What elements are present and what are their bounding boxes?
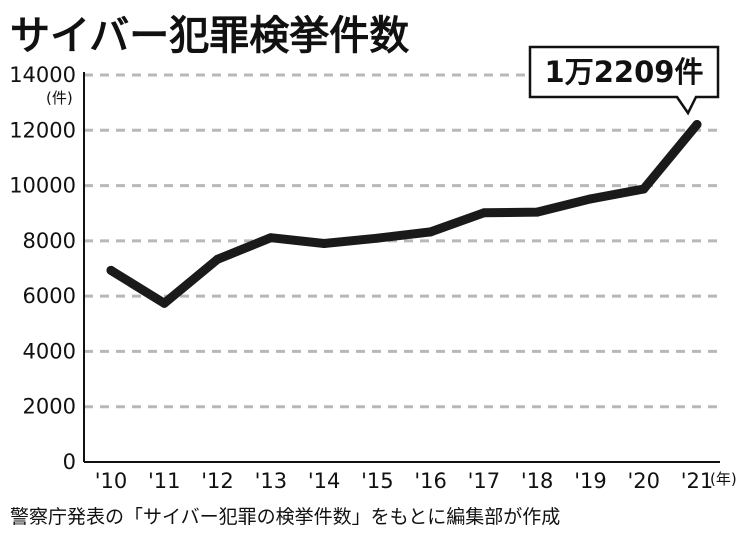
series-line [106, 120, 702, 308]
y-tick-label: 0 [63, 450, 76, 474]
x-tick-label: '12 [201, 469, 234, 493]
x-tick-label: '15 [361, 469, 394, 493]
data-points [106, 120, 702, 308]
value-callout: 1万2209件 [528, 45, 720, 116]
data-point [639, 184, 649, 194]
data-point [479, 208, 489, 218]
data-point [372, 233, 382, 243]
y-axis-unit: (件) [46, 89, 73, 107]
y-tick-label: 14000 [9, 63, 76, 87]
chart-title: サイバー犯罪検挙件数 [10, 13, 409, 59]
y-tick-label: 2000 [23, 395, 76, 419]
data-point [585, 194, 595, 204]
data-point [213, 254, 223, 264]
data-point [266, 233, 276, 243]
x-tick-label: '10 [95, 469, 128, 493]
source-note: 警察庁発表の「サイバー犯罪の検挙件数」をもとに編集部が作成 [10, 506, 560, 528]
x-tick-label: '13 [255, 469, 288, 493]
y-tick-label: 12000 [9, 118, 76, 142]
x-tick-label: '17 [468, 469, 501, 493]
data-point [692, 120, 702, 130]
callout-label: 1万2209件 [545, 55, 704, 89]
y-tick-label: 8000 [23, 229, 76, 253]
data-point [106, 265, 116, 275]
x-tick-label: '16 [414, 469, 447, 493]
y-tick-label: 6000 [23, 284, 76, 308]
data-point [159, 298, 169, 308]
x-axis-unit: (年) [710, 470, 737, 488]
callout-box [528, 45, 720, 116]
x-tick-label: '20 [627, 469, 660, 493]
y-tick-label: 10000 [9, 174, 76, 198]
data-point [532, 207, 542, 217]
x-tick-label: '11 [148, 469, 181, 493]
data-point [319, 238, 329, 248]
x-axis-ticks: '10 '11 '12 '13 '14 '15 '16 '17 '18 '19 '20 '21 [95, 469, 714, 493]
x-tick-label: '19 [574, 469, 607, 493]
gridlines [84, 73, 720, 409]
x-tick-label: '18 [521, 469, 554, 493]
y-axis-ticks: 0 2000 4000 6000 8000 10000 12000 14000 [9, 63, 76, 474]
x-tick-label: '14 [308, 469, 341, 493]
x-tick-label: '21 [681, 469, 714, 493]
axes [83, 72, 720, 463]
y-tick-label: 4000 [23, 339, 76, 363]
data-point [426, 227, 436, 237]
